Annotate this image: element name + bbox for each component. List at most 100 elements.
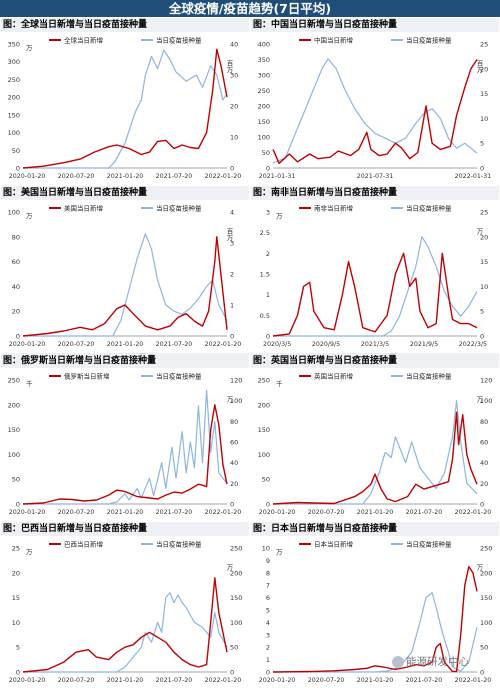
chart-title: 图：巴西当日新增与当日疫苗接种量 xyxy=(1,522,249,536)
right-tick-label: 0 xyxy=(480,501,484,509)
x-tick-label: 2021-07-20 xyxy=(406,509,443,516)
left-tick-label: 15 xyxy=(12,594,20,602)
right-tick-label: 1 xyxy=(230,302,234,310)
x-tick-label: 2020-07-20 xyxy=(58,677,95,684)
left-tick-label: 0 xyxy=(266,669,270,677)
right-unit-label: 百万 xyxy=(225,60,233,75)
x-tick-label: 2022-01-20 xyxy=(455,677,492,684)
left-tick-label: 150 xyxy=(8,111,20,119)
x-tick-label: 2021-01-20 xyxy=(107,341,144,348)
x-tick-label: 2022-01-20 xyxy=(455,509,492,516)
left-tick-label: 5 xyxy=(16,644,20,652)
legend-label: 当日疫苗接种量 xyxy=(406,204,452,213)
right-tick-label: 60 xyxy=(480,439,488,447)
left-tick-label: 0 xyxy=(16,669,20,677)
left-tick-label: 1.5 xyxy=(260,271,270,279)
series-line-cases xyxy=(272,565,478,673)
left-tick-label: 6 xyxy=(266,594,270,602)
left-tick-label: 1 xyxy=(266,656,270,664)
legend-label: 当日疫苗接种量 xyxy=(156,372,202,381)
right-tick-label: 80 xyxy=(230,418,238,426)
right-tick-label: 100 xyxy=(480,397,492,405)
watermark-text: 能源研发中心 xyxy=(406,656,469,668)
x-tick-label: 2022-01-20 xyxy=(205,677,242,684)
series-line-cases xyxy=(22,236,228,337)
series-line-cases xyxy=(272,59,478,164)
left-tick-label: 150 xyxy=(258,118,270,126)
chart-panel: 图：英国当日新增与当日疫苗接种量 0 50 100 150 200 250 0 20 40 60 80… xyxy=(251,354,499,520)
left-tick-label: 350 xyxy=(8,41,20,49)
left-tick-label: 200 xyxy=(8,94,20,102)
right-tick-label: 200 xyxy=(480,569,492,577)
x-tick-label: 2021-01-20 xyxy=(107,677,144,684)
x-tick-label: 2021/3/5 xyxy=(361,341,389,348)
chart-panel: 图：美国当日新增与当日疫苗接种量 0 20 40 60 80 100 0 1 2 3 4 万百万 2020… xyxy=(1,186,249,352)
x-tick-label: 2021-01-20 xyxy=(357,509,394,516)
left-tick-label: 0.5 xyxy=(260,312,270,320)
left-tick-label: 250 xyxy=(8,377,20,385)
right-tick-label: 3 xyxy=(230,240,234,248)
left-tick-label: 50 xyxy=(262,149,270,157)
right-tick-label: 25 xyxy=(480,209,488,217)
left-tick-label: 250 xyxy=(258,377,270,385)
left-tick-label: 350 xyxy=(258,56,270,64)
legend-label: 巴西当日新增 xyxy=(64,540,103,549)
left-tick-label: 2.5 xyxy=(260,229,270,237)
right-unit-label: 万 xyxy=(225,396,233,404)
line-chart: 0 50 100 150 200 250 0 20 40 60 80 100 120 千万 2020-01-… xyxy=(258,372,493,517)
right-tick-label: 25 xyxy=(480,41,488,49)
legend-label: 当日疫苗接种量 xyxy=(406,372,452,381)
x-tick-label: 2021-07-20 xyxy=(156,509,193,516)
right-tick-label: 20 xyxy=(480,233,488,241)
series-line-cases xyxy=(22,48,228,169)
left-tick-label: 8 xyxy=(266,569,270,577)
x-tick-label: 2021-07-20 xyxy=(156,173,193,180)
series-line-vaccines xyxy=(23,49,228,169)
series-line-vaccines xyxy=(23,592,228,673)
series-line-vaccines xyxy=(273,236,478,337)
series-line-cases xyxy=(272,252,478,337)
left-tick-label: 0 xyxy=(266,501,270,509)
x-tick-label: 2021-01-20 xyxy=(107,173,144,180)
x-tick-label: 2021-07-20 xyxy=(156,341,193,348)
line-chart: 0 20 40 60 80 100 0 1 2 3 4 万百万 2020-01-20 2020-07-20… xyxy=(8,204,242,349)
right-tick-label: 15 xyxy=(480,258,488,266)
series-line-vaccines xyxy=(272,58,478,164)
x-tick-label: 2021-01-20 xyxy=(107,509,144,516)
left-tick-label: 0 xyxy=(16,165,20,173)
right-tick-label: 80 xyxy=(480,418,488,426)
chart-panel: 图：日本当日新增与当日疫苗接种量 0 1 2 3 4 5 6 7 8 9 10 0 50 100 150 200… xyxy=(251,522,499,688)
left-unit-label: 万 xyxy=(26,548,33,556)
left-tick-label: 100 xyxy=(8,209,20,217)
right-tick-label: 15 xyxy=(480,90,488,98)
legend-label: 当日疫苗接种量 xyxy=(406,540,452,549)
chart-panel: 图：南非当日新增与当日疫苗接种量 0 0.5 1 1.5 2 2.5 3 0 5 10 15 20 25 万… xyxy=(251,186,499,352)
left-tick-label: 1 xyxy=(266,291,270,299)
x-tick-label: 2020-07-20 xyxy=(58,341,95,348)
right-tick-label: 0 xyxy=(480,165,484,173)
line-chart: 0 50 100 150 200 250 0 20 40 60 80 100 120 千万 2020-01-… xyxy=(8,372,243,517)
left-tick-label: 250 xyxy=(258,87,270,95)
x-tick-label: 2021-01-31 xyxy=(259,173,296,180)
right-unit-label: 万 xyxy=(225,564,233,572)
x-tick-label: 2020-01-20 xyxy=(9,677,46,684)
left-tick-label: 60 xyxy=(12,258,20,266)
left-tick-label: 100 xyxy=(258,134,270,142)
legend-label: 当日疫苗接种量 xyxy=(156,204,202,213)
right-tick-label: 150 xyxy=(230,594,242,602)
right-tick-label: 30 xyxy=(230,72,238,80)
left-tick-label: 0 xyxy=(16,333,20,341)
x-tick-label: 2020-01-20 xyxy=(9,341,46,348)
x-tick-label: 2022-01-31 xyxy=(455,173,492,180)
right-tick-label: 40 xyxy=(480,459,488,467)
x-tick-label: 2021-07-20 xyxy=(156,677,193,684)
chart-title: 图：全球当日新增与当日疫苗接种量 xyxy=(1,18,249,32)
left-tick-label: 5 xyxy=(266,607,270,615)
x-tick-label: 2020-07-20 xyxy=(308,509,345,516)
legend-label: 美国当日新增 xyxy=(64,204,103,213)
right-tick-label: 0 xyxy=(230,669,234,677)
left-tick-label: 200 xyxy=(258,401,270,409)
right-unit-label: 百万 xyxy=(225,228,233,243)
